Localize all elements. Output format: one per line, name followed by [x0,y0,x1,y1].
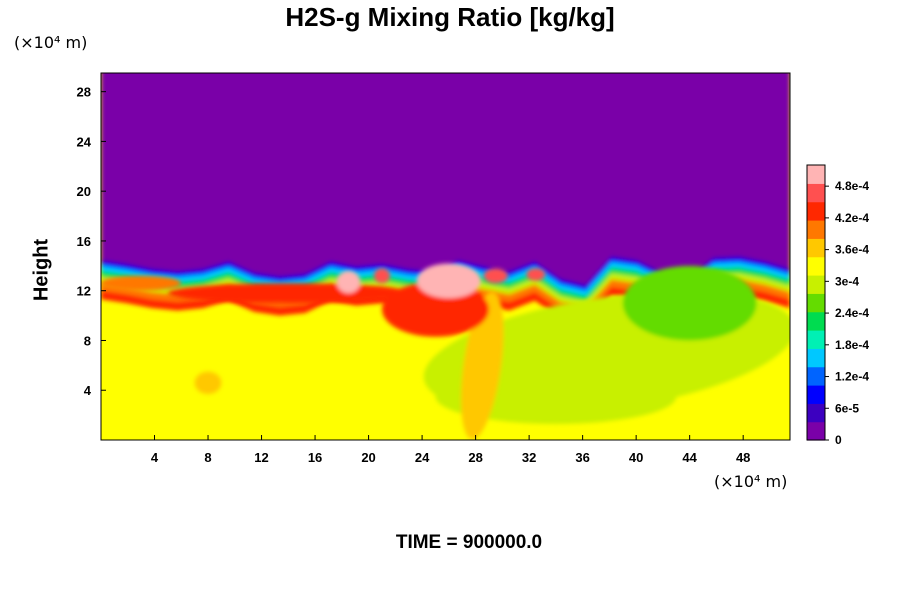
y-tick-label: 28 [77,85,91,100]
colorbar-segment [807,403,825,423]
colorbar-segment [807,293,825,313]
x-axis-unit: (×10⁴ m) [714,472,788,491]
colorbar-segment [807,385,825,404]
colorbar-segment [807,330,825,349]
red-blob [526,268,546,281]
y-axis-unit: (×10⁴ m) [14,33,88,52]
x-tick-label: 16 [308,450,322,465]
colorbar-segment [807,275,825,294]
y-tick-label: 12 [77,284,91,299]
x-axis-ticks: 4 8 12 16 20 24 28 32 36 40 44 48 [151,435,750,465]
colorbar-tick-label: 1.8e-4 [835,338,869,352]
plume-features [101,263,790,440]
colorbar-frame [806,164,826,441]
colorbar-tick-label: 1.2e-4 [835,370,869,384]
plot-frame [100,72,791,441]
x-tick-label: 32 [522,450,536,465]
x-tick-label: 48 [736,450,750,465]
time-annotation: TIME = 900000.0 [395,532,543,553]
x-tick-label: 4 [151,450,159,465]
y-tick-label: 8 [84,333,91,348]
colorbar-segment [807,201,825,221]
x-tick-label: 36 [575,450,589,465]
colorbar-segment [807,421,825,441]
colorbar-segment [807,348,825,368]
colorbar-segment [807,238,825,258]
colorbar-tick-label: 4.2e-4 [835,211,869,225]
interface-bands [101,73,790,325]
x-tick-label: 20 [361,450,375,465]
colorbar-tick-label: 3.6e-4 [835,243,869,257]
chart-title: H2S-g Mixing Ratio [kg/kg] [285,2,615,32]
red-blob [483,268,508,284]
y-tick-label: 20 [77,184,91,199]
colorbar-segment [807,165,825,184]
red-blob [374,268,390,284]
yellow-blob [194,371,222,394]
x-tick-label: 24 [415,450,430,465]
y-tick-label: 4 [84,383,92,398]
green-plume [622,265,757,341]
colorbar-tick-label: 4.8e-4 [835,179,869,193]
x-tick-label: 28 [468,450,482,465]
x-tick-label: 12 [254,450,268,465]
colorbar-segment [807,220,825,239]
red-band [101,275,182,291]
pink-blob [336,270,361,294]
red-band [167,283,409,304]
plot-area [101,73,790,440]
x-tick-label: 44 [682,450,697,465]
upper-layer [101,73,790,285]
y-tick-label: 16 [77,234,91,249]
x-tick-label: 40 [629,450,643,465]
colorbar-tick-label: 6e-5 [835,401,859,415]
colorbar-segment [807,256,825,276]
x-tick-label: 8 [204,450,211,465]
pink-blob [416,263,481,299]
colorbar-tick-label: 2.4e-4 [835,306,869,320]
colorbar: 0 6e-5 1.2e-4 1.8e-4 2.4e-4 3e-4 3.6e-4 4.2e-4 4… [806,164,869,447]
colorbar-tick-label: 3e-4 [835,274,859,288]
y-axis-ticks: 4 8 12 16 20 24 28 [77,85,106,398]
colorbar-segment [807,366,825,386]
colorbar-tick-label: 0 [835,433,842,447]
y-tick-label: 24 [77,134,92,149]
colorbar-segment [807,311,825,331]
colorbar-segment [807,183,825,203]
